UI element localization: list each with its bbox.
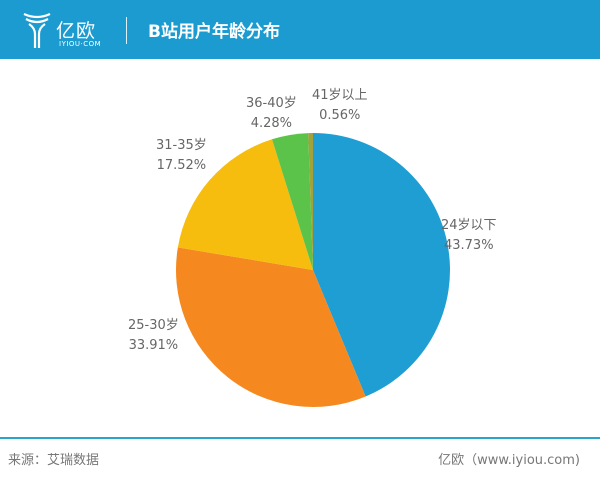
- pie-slice: [271, 133, 313, 270]
- pie-slice: [177, 139, 313, 270]
- pie-slice: [308, 133, 313, 270]
- logo-subtext: IYIOU·COM: [59, 40, 102, 48]
- slice-label-41-plus: 41岁以上 0.56%: [312, 88, 368, 123]
- page-title: B站用户年龄分布: [148, 22, 280, 42]
- source-text: 来源：艾瑞数据: [8, 453, 100, 468]
- slice-label-25-30: 25-30岁 33.91%: [128, 318, 179, 353]
- logo-text: 亿欧: [56, 20, 97, 42]
- pie-chart: 24岁以下 43.73% 25-30岁 33.91% 31-35岁 17.52%…: [0, 59, 600, 437]
- pie-slice: [313, 133, 451, 397]
- pie-graphic: [175, 133, 451, 408]
- slice-label-under-24: 24岁以下 43.73%: [441, 218, 497, 253]
- header-divider: [126, 17, 127, 44]
- slice-label-36-40: 36-40岁 4.28%: [246, 96, 297, 131]
- logo: 亿欧 IYIOU·COM: [22, 10, 112, 52]
- slice-label-31-35: 31-35岁 17.52%: [156, 138, 207, 173]
- credit-text: 亿欧（www.iyiou.com): [438, 453, 580, 468]
- header-bar: 亿欧 IYIOU·COM B站用户年龄分布: [0, 0, 600, 59]
- pie-slice: [175, 247, 366, 408]
- footer-divider: [0, 437, 600, 439]
- logo-y-icon: [23, 12, 51, 48]
